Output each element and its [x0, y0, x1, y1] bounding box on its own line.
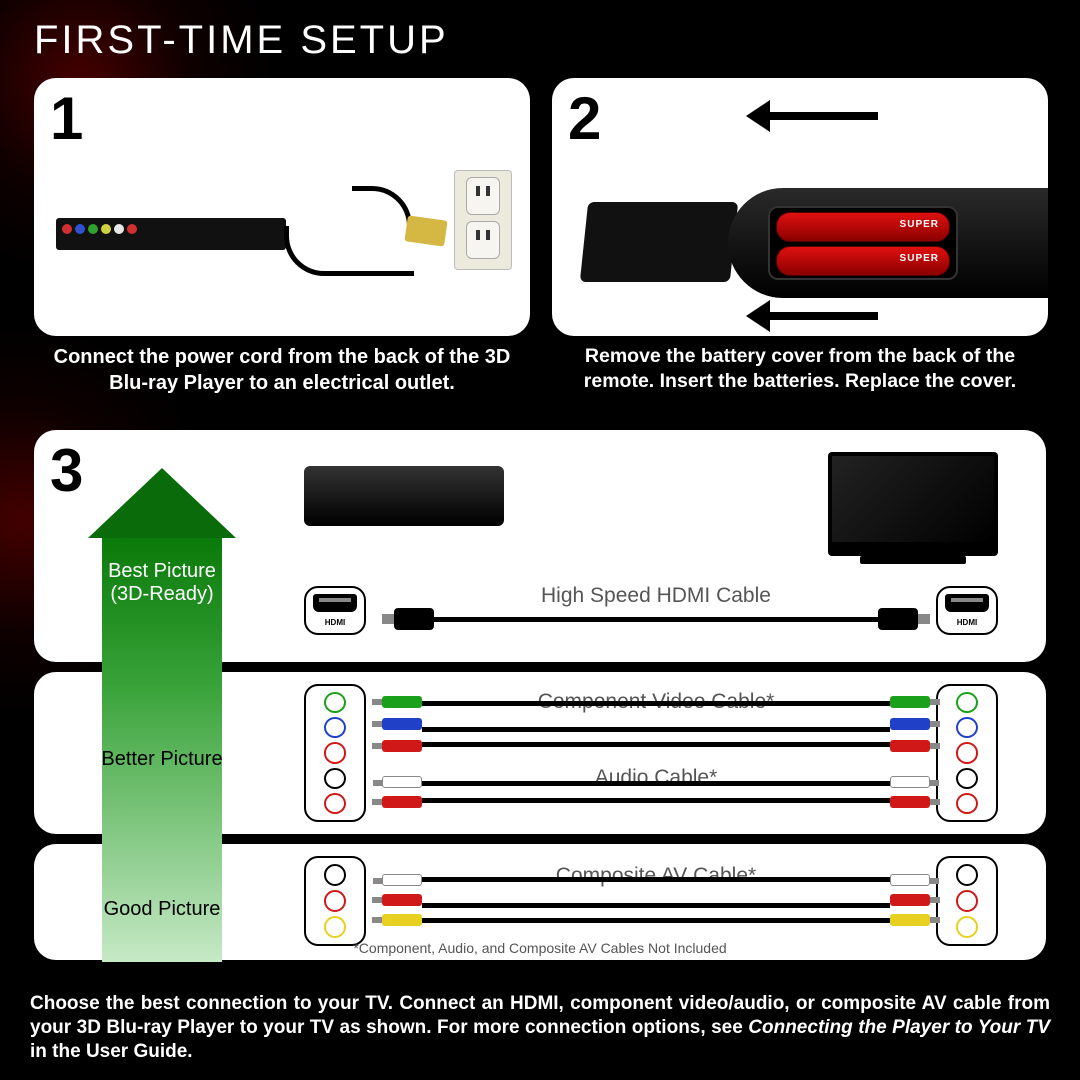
arrow-label-best: Best Picture (3D-Ready) [88, 560, 236, 606]
wall-outlet-icon [454, 170, 512, 270]
power-cord-icon [352, 186, 412, 236]
tv-icon [828, 452, 998, 556]
component-port-right [936, 684, 998, 822]
battery-icon [776, 212, 950, 242]
step-2-caption: Remove the battery cover from the back o… [552, 344, 1048, 395]
hdmi-port-right: HDMI [936, 586, 998, 635]
footer-text: Choose the best connection to your TV. C… [30, 992, 1050, 1063]
arrow-label-good: Good Picture [88, 898, 236, 921]
page-title: FIRST-TIME SETUP [34, 18, 449, 63]
rear-ports-icon [62, 224, 137, 234]
step-1-number: 1 [50, 84, 83, 153]
quality-arrow: Best Picture (3D-Ready) Better Picture G… [88, 468, 236, 962]
power-plug-icon [404, 215, 447, 246]
step-3-number: 3 [50, 436, 83, 505]
arrow-left-icon [768, 112, 878, 120]
step-1-caption: Connect the power cord from the back of … [34, 344, 530, 396]
hdmi-cable-row: High Speed HDMI Cable [394, 608, 918, 630]
hdmi-port-left: HDMI [304, 586, 366, 635]
battery-icon [776, 246, 950, 276]
step-1-panel: 1 [34, 78, 530, 336]
hdmi-plug-icon [878, 608, 918, 630]
composite-port-left [304, 856, 366, 946]
bluray-player-icon [56, 218, 286, 250]
arrow-label-better: Better Picture [88, 748, 236, 771]
composite-port-right [936, 856, 998, 946]
arrow-left-icon [768, 312, 878, 320]
component-port-left [304, 684, 366, 822]
battery-cover-icon [580, 202, 738, 282]
step-2-number: 2 [568, 84, 601, 153]
player-top-icon [304, 466, 504, 526]
hdmi-cable-label: High Speed HDMI Cable [394, 584, 918, 608]
remote-back-icon [728, 188, 1048, 298]
hdmi-plug-icon [394, 608, 434, 630]
battery-well-icon [768, 206, 958, 280]
tv-stand-icon [860, 556, 966, 564]
step-2-panel: 2 [552, 78, 1048, 336]
